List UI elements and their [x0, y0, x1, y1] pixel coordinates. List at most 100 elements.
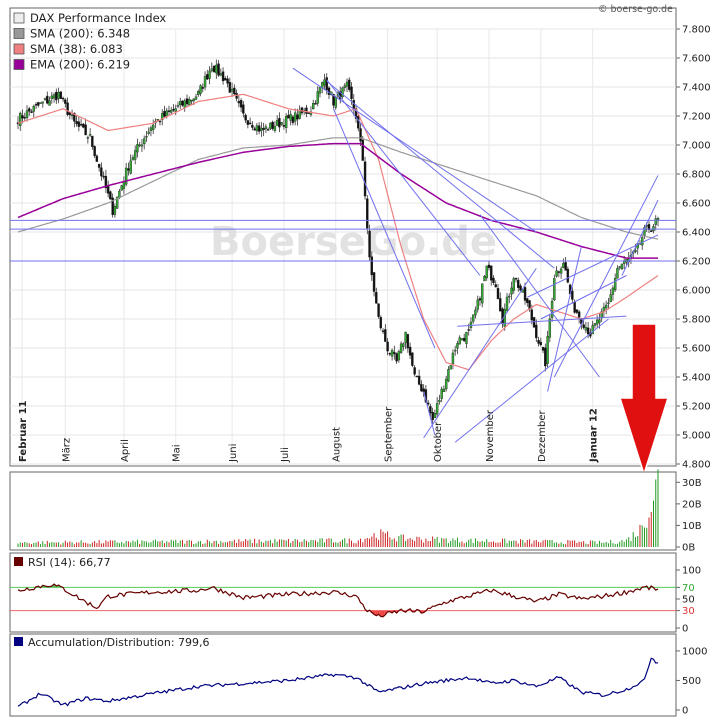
candle-down	[46, 95, 49, 104]
candle-down	[206, 74, 209, 80]
candle-up	[341, 87, 344, 98]
candle-up	[156, 118, 159, 121]
ad-tick-label: 500	[682, 676, 701, 687]
candle-down	[523, 287, 527, 301]
candle-down	[499, 298, 502, 312]
trend-line	[423, 391, 436, 436]
candle-up	[176, 105, 180, 107]
candle-up	[210, 68, 214, 71]
month-label: März	[61, 438, 72, 462]
y-tick-label: 7.400	[682, 83, 711, 94]
watermark: © boerse-go.de	[598, 4, 673, 15]
candle-up	[88, 134, 92, 136]
candle-up	[284, 116, 288, 128]
candle-down	[291, 116, 295, 123]
candle-up	[512, 278, 515, 291]
candle-down	[228, 82, 232, 93]
candle-up	[70, 114, 74, 117]
candle-down	[28, 108, 31, 112]
candle-down	[305, 107, 308, 114]
trend-line	[326, 79, 481, 276]
candle-down	[496, 288, 500, 300]
candle-down	[417, 375, 421, 385]
candle-down	[66, 102, 69, 115]
candle-up	[113, 206, 117, 215]
candle-down	[21, 115, 24, 119]
candle-down	[97, 163, 101, 168]
month-label: April	[120, 439, 131, 462]
candle-down	[381, 330, 385, 332]
main-price-panel	[10, 59, 676, 477]
legend-swatch	[13, 28, 25, 39]
candle-down	[34, 104, 38, 106]
candle-down	[332, 93, 335, 106]
candle-up	[476, 299, 479, 310]
candle-up	[165, 110, 168, 117]
candle-down	[82, 123, 85, 128]
candle-up	[399, 343, 403, 353]
trend-line	[527, 234, 659, 298]
month-label: Juli	[280, 447, 291, 463]
candle-down	[514, 278, 518, 280]
candle-down	[95, 155, 99, 162]
candle-up	[293, 112, 297, 122]
candle-down	[501, 308, 504, 325]
candle-up	[584, 326, 588, 331]
legend: DAX Performance Index SMA (200): 6.348SMA…	[13, 11, 166, 72]
rsi-tick-label: 70	[682, 583, 695, 594]
candle-down	[413, 367, 416, 375]
candle-down	[61, 97, 65, 100]
rsi-tick-label: 100	[682, 566, 701, 577]
candle-down	[75, 121, 78, 125]
ema-200-line	[17, 142, 658, 259]
candle-down	[363, 161, 367, 197]
y-tick-label: 4.800	[682, 460, 711, 471]
candle-up	[343, 85, 346, 88]
y-tick-label: 5.600	[682, 344, 711, 355]
candle-up	[481, 283, 484, 304]
candle-down	[575, 309, 579, 313]
candle-up	[483, 276, 486, 282]
candle-up	[149, 127, 153, 131]
ad-tick-label: 1000	[682, 646, 707, 657]
candle-up	[194, 96, 198, 100]
candle-down	[30, 111, 33, 113]
candle-down	[429, 406, 432, 414]
candle-down	[557, 271, 561, 273]
candle-up	[48, 100, 51, 106]
candle-down	[201, 87, 204, 89]
candle-down	[571, 290, 574, 300]
candle-down	[244, 114, 247, 121]
candle-down	[582, 324, 585, 328]
candle-up	[19, 112, 22, 126]
candle-up	[316, 91, 319, 104]
volume-tick-label: 0B	[682, 543, 695, 554]
candle-down	[185, 98, 189, 105]
candle-up	[548, 318, 552, 338]
candle-down	[361, 139, 364, 161]
candle-down	[526, 298, 529, 303]
legend-swatch	[13, 43, 25, 55]
candle-down	[494, 284, 497, 288]
candle-up	[230, 88, 234, 92]
candles-group	[16, 59, 660, 426]
candle-up	[183, 100, 186, 108]
candle-down	[359, 128, 362, 142]
trend-line	[292, 67, 537, 233]
candle-down	[257, 125, 261, 132]
candle-up	[654, 218, 657, 225]
candle-up	[39, 102, 42, 104]
candle-down	[408, 346, 412, 356]
candle-up	[555, 270, 558, 277]
volume-tick-label: 30B	[682, 478, 702, 489]
y-tick-label: 5.400	[682, 373, 711, 384]
candle-up	[598, 319, 601, 323]
candle-down	[307, 112, 310, 114]
candle-up	[456, 343, 459, 349]
candle-up	[458, 337, 461, 345]
candle-down	[462, 337, 466, 341]
candle-up	[124, 167, 128, 185]
candle-down	[278, 118, 281, 128]
trend-line	[621, 199, 659, 276]
